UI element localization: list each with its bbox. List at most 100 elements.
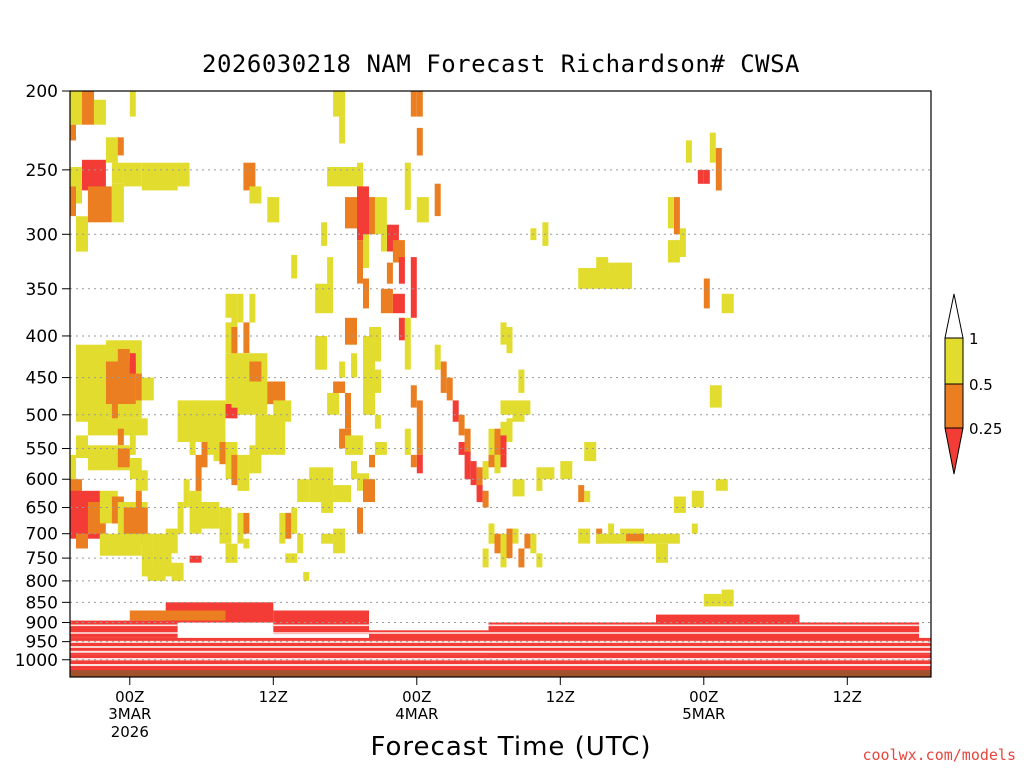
ri-cell xyxy=(219,442,226,465)
ri-cell xyxy=(82,91,94,125)
boundary-layer-gap xyxy=(70,646,931,648)
boundary-layer-gap xyxy=(70,664,931,666)
y-tick-label: 1000 xyxy=(15,651,58,671)
ri-cell xyxy=(357,162,363,204)
ri-cell xyxy=(584,442,597,462)
y-tick-label: 900 xyxy=(26,614,58,634)
surface-terrain xyxy=(70,670,931,677)
ri-cell xyxy=(123,162,142,187)
ri-cell xyxy=(177,502,184,534)
ri-cell xyxy=(500,400,513,415)
ri-cell xyxy=(117,428,124,446)
ri-cell xyxy=(357,240,363,284)
ri-cell xyxy=(512,528,519,544)
y-tick-label: 800 xyxy=(26,572,58,592)
ri-cell xyxy=(117,448,130,468)
ri-cell xyxy=(225,293,232,318)
ri-cell xyxy=(117,137,124,156)
ri-cell xyxy=(237,293,244,323)
ri-cell xyxy=(392,240,405,263)
ri-cell xyxy=(416,454,423,474)
ri-cell xyxy=(530,533,537,554)
ri-cell xyxy=(357,186,369,241)
ri-cell xyxy=(709,132,716,163)
ri-cell xyxy=(596,257,609,274)
ri-cell xyxy=(345,197,357,229)
ri-cell xyxy=(135,490,142,513)
ri-cell xyxy=(237,454,250,491)
ri-cell xyxy=(703,169,710,184)
ri-cell xyxy=(703,278,710,309)
ri-cell xyxy=(351,461,357,480)
ri-cell xyxy=(111,162,124,184)
ri-cell xyxy=(141,162,178,191)
ri-cell xyxy=(500,533,507,568)
boundary-layer-cell xyxy=(273,610,369,635)
boundary-layer-cell xyxy=(70,620,178,638)
ri-cell xyxy=(518,369,525,393)
legend-level-label: 0.25 xyxy=(969,420,1002,438)
ri-cell xyxy=(679,228,686,257)
ri-cell xyxy=(315,283,333,314)
ri-cell xyxy=(231,407,238,419)
x-tick-date: 5MAR xyxy=(682,705,725,723)
ri-cell xyxy=(410,454,417,468)
y-tick-label: 200 xyxy=(26,82,58,102)
ri-cell xyxy=(380,222,387,252)
ri-cell xyxy=(542,467,555,480)
boundary-layer-gap xyxy=(70,640,931,643)
ri-cell xyxy=(596,533,621,544)
ri-cell xyxy=(243,538,250,549)
y-tick-label: 850 xyxy=(26,593,58,613)
x-tick-date: 4MAR xyxy=(395,705,438,723)
x-tick-label: 12Z xyxy=(833,688,862,706)
ri-cell xyxy=(434,344,441,370)
ri-cell xyxy=(536,553,543,568)
legend-swatch-below-0.25 xyxy=(944,427,964,475)
ri-cell xyxy=(386,262,393,284)
ri-cell xyxy=(201,442,208,468)
x-tick-label: 00Z xyxy=(689,688,718,706)
ri-cell xyxy=(476,485,483,503)
y-tick-label: 300 xyxy=(26,225,58,245)
y-tick-label: 950 xyxy=(26,633,58,653)
y-tick-label: 500 xyxy=(26,406,58,426)
ri-cell xyxy=(333,91,346,117)
ri-cell xyxy=(141,377,154,401)
x-tick-date: 3MAR xyxy=(108,705,151,723)
y-tick-label: 250 xyxy=(26,161,58,181)
ri-cell xyxy=(285,512,292,539)
ri-cell xyxy=(488,428,495,455)
ri-cell xyxy=(506,418,513,442)
ri-cell xyxy=(225,404,232,419)
ri-cell xyxy=(369,454,375,468)
ri-cell xyxy=(404,317,411,370)
ri-cell xyxy=(189,555,202,563)
ri-cell xyxy=(231,327,238,362)
boundary-layer-cell xyxy=(799,622,920,646)
ri-cell xyxy=(249,445,262,474)
ri-cell xyxy=(524,533,531,549)
ri-cell xyxy=(673,496,686,513)
legend-swatch-0.5-1 xyxy=(944,337,964,385)
ri-cell xyxy=(410,91,417,117)
ri-cell xyxy=(207,432,214,455)
ri-cell xyxy=(321,533,334,544)
ri-cell xyxy=(237,512,244,544)
y-tick-label: 550 xyxy=(26,439,58,459)
ri-cell xyxy=(584,490,591,502)
ri-cell xyxy=(506,327,513,354)
ri-cell xyxy=(656,543,668,563)
ri-cell xyxy=(398,317,405,341)
ri-cell xyxy=(374,442,387,455)
ri-cell xyxy=(578,485,585,503)
ri-cell xyxy=(345,435,363,455)
ri-cell xyxy=(363,234,369,268)
ri-cell xyxy=(416,197,429,223)
x-tick-year: 2026 xyxy=(111,723,149,741)
ri-cell xyxy=(560,461,573,480)
ri-cell xyxy=(709,385,722,408)
ri-cell xyxy=(267,197,280,223)
ri-cell xyxy=(458,414,465,436)
